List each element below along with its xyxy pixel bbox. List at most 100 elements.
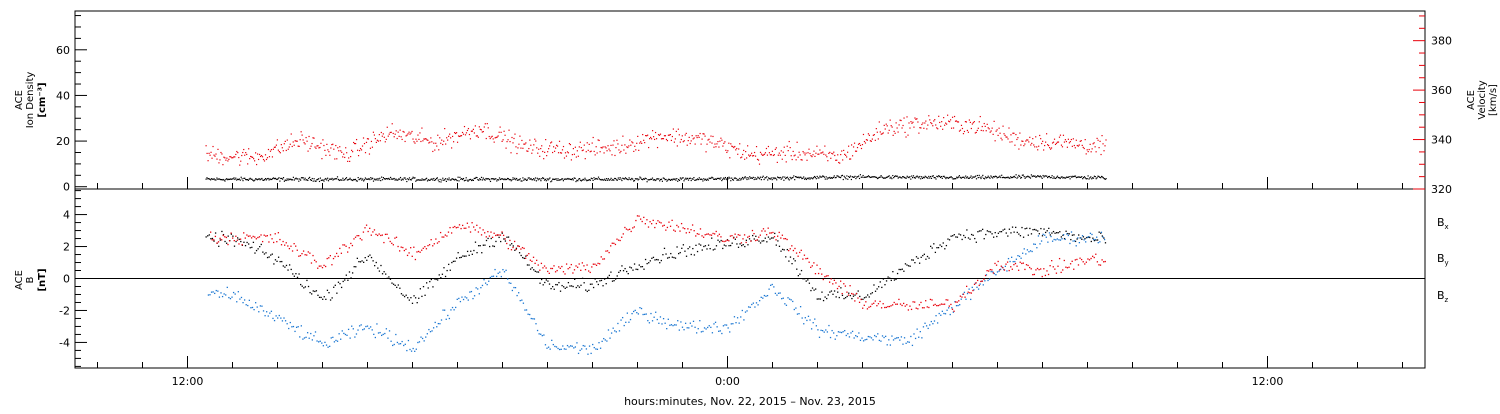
- by-point: [469, 291, 471, 293]
- bz-point: [691, 224, 694, 226]
- density-point: [768, 178, 771, 180]
- by-point: [592, 343, 594, 346]
- bx-point: [975, 241, 977, 243]
- density-point: [368, 177, 370, 180]
- by-point: [954, 301, 956, 303]
- velocity-point: [283, 143, 285, 145]
- velocity-point: [280, 144, 282, 146]
- density-point: [331, 177, 333, 180]
- bz-point: [436, 242, 439, 244]
- velocity-point: [1089, 143, 1091, 145]
- by-point: [292, 325, 295, 328]
- by-point: [927, 327, 929, 330]
- bx-point: [402, 294, 404, 296]
- bz-point: [257, 236, 259, 239]
- by-point: [385, 328, 388, 330]
- bx-point: [438, 274, 440, 276]
- density-point: [1011, 176, 1014, 179]
- density-point: [267, 177, 269, 180]
- density-point: [777, 176, 779, 178]
- bz-point: [217, 241, 220, 243]
- velocity-point: [489, 137, 491, 140]
- bz-point: [1024, 268, 1026, 271]
- bz-point: [1043, 268, 1045, 270]
- bz-point: [373, 229, 376, 231]
- density-point: [564, 178, 566, 180]
- by-point: [1040, 240, 1043, 242]
- bz-point: [628, 228, 631, 231]
- density-point: [694, 179, 696, 181]
- velocity-point: [336, 158, 338, 160]
- bx-point: [585, 289, 587, 291]
- velocity-point: [407, 133, 409, 135]
- bx-point: [374, 264, 376, 267]
- density-point: [1054, 177, 1056, 179]
- density-point: [714, 178, 717, 180]
- velocity-point: [385, 138, 387, 140]
- bx-point: [351, 272, 354, 274]
- density-point: [898, 176, 900, 178]
- top-right-tick-label: 360: [1431, 84, 1452, 97]
- bz-point: [435, 238, 437, 240]
- velocity-point: [1002, 125, 1004, 127]
- by-point: [647, 319, 649, 322]
- velocity-point: [725, 149, 727, 151]
- density-point: [950, 176, 952, 178]
- bz-point: [452, 226, 454, 229]
- density-point: [574, 177, 576, 180]
- by-point: [214, 292, 216, 295]
- density-point: [997, 176, 999, 178]
- bx-point: [964, 236, 966, 239]
- by-point: [510, 282, 512, 285]
- velocity-point: [701, 138, 703, 140]
- velocity-point: [1059, 134, 1062, 136]
- bz-point: [1046, 270, 1048, 272]
- density-point: [894, 175, 897, 177]
- density-point: [592, 179, 594, 181]
- density-point: [633, 180, 636, 182]
- bz-point: [622, 233, 624, 235]
- density-point: [792, 176, 794, 179]
- bx-point: [748, 238, 751, 240]
- density-point: [1093, 175, 1095, 177]
- bx-point: [1059, 231, 1061, 233]
- velocity-point: [592, 136, 594, 139]
- bx-point: [414, 297, 417, 299]
- bx-point: [1067, 232, 1069, 235]
- bx-point: [451, 261, 453, 264]
- density-point: [263, 179, 265, 181]
- velocity-point: [301, 134, 303, 136]
- by-point: [434, 321, 436, 324]
- by-point: [566, 344, 569, 347]
- velocity-point: [319, 146, 321, 149]
- velocity-point: [901, 127, 903, 129]
- velocity-point: [299, 139, 301, 141]
- velocity-point: [485, 137, 487, 140]
- by-point: [1055, 239, 1057, 241]
- bx-point: [1038, 233, 1040, 235]
- density-point: [1096, 177, 1098, 179]
- velocity-point: [587, 149, 589, 151]
- bx-point: [953, 234, 955, 236]
- bx-point: [879, 281, 881, 283]
- by-point: [845, 334, 847, 337]
- top-right-tick-label: 320: [1431, 183, 1452, 196]
- bx-point: [369, 254, 371, 256]
- velocity-point: [1066, 146, 1068, 148]
- velocity-point: [641, 142, 643, 144]
- legend: Bx By Bz: [1437, 216, 1449, 304]
- density-point: [462, 177, 465, 180]
- velocity-point: [702, 133, 704, 135]
- velocity-point: [704, 135, 706, 137]
- density-point: [757, 176, 759, 178]
- bz-point: [707, 233, 709, 235]
- velocity-point: [736, 147, 738, 150]
- velocity-point: [753, 151, 756, 154]
- velocity-point: [323, 144, 325, 147]
- velocity-point: [409, 133, 411, 135]
- bx-point: [487, 237, 489, 240]
- density-point: [690, 179, 692, 182]
- density-point: [1062, 177, 1064, 179]
- density-point: [660, 178, 662, 181]
- bz-point: [954, 301, 957, 303]
